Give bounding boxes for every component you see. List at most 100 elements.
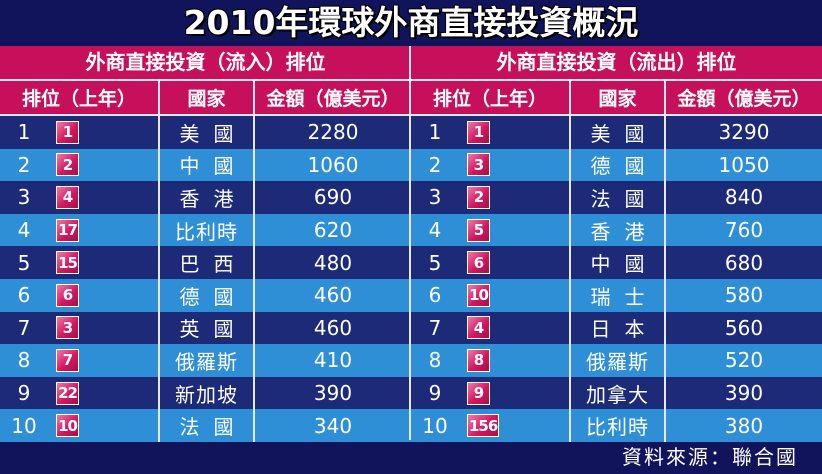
previous-rank-badge: 156 [467, 414, 500, 438]
table-row: 1 1 美國 3290 [411, 116, 822, 149]
table-row: 4 5 香港 760 [411, 213, 822, 247]
rank-cell: 10 156 [411, 409, 571, 442]
amount-cell: 760 [724, 218, 764, 243]
rank-number: 2 [17, 152, 31, 177]
table-row: 8 8 俄羅斯 520 [411, 344, 822, 377]
previous-rank-badge: 5 [467, 218, 490, 242]
amount-cell: 390 [313, 381, 353, 406]
table-row: 2 3 德國 1050 [411, 148, 822, 182]
table-row: 4 17 比利時 620 [0, 213, 411, 247]
amount-cell: 680 [724, 250, 764, 275]
rank-number: 1 [428, 120, 442, 145]
column-header-amount: 金額（億美元） [677, 88, 811, 110]
rank-number: 8 [428, 348, 442, 373]
rank-number: 6 [428, 283, 442, 308]
rank-number: 6 [17, 283, 31, 308]
outflow-section-header: 外商直接投資（流出）排位 [411, 46, 822, 81]
rank-number: 5 [428, 250, 442, 275]
table-row: 6 10 瑞士 580 [411, 278, 822, 312]
country-cell: 香港 [571, 213, 666, 247]
previous-rank-badge: 10 [467, 283, 490, 307]
country-cell: 比利時 [571, 409, 666, 442]
previous-rank-badge: 8 [467, 348, 490, 372]
country-cell: 英國 [160, 311, 255, 345]
previous-rank-badge: 2 [56, 153, 79, 177]
table-row: 6 6 德國 460 [0, 278, 411, 312]
table-row: 10 156 比利時 380 [411, 409, 822, 442]
table-row: 3 2 法國 840 [411, 181, 822, 214]
rank-number: 2 [428, 152, 442, 177]
amount-cell: 1050 [718, 152, 770, 177]
country-cell: 巴西 [160, 246, 255, 279]
rank-cell: 4 17 [0, 213, 160, 247]
previous-rank-badge: 10 [56, 414, 79, 438]
amount-cell: 390 [724, 381, 764, 406]
source-note: 資料來源：聯合國 [622, 445, 798, 469]
previous-rank-badge: 22 [56, 381, 79, 405]
table-row: 8 7 俄羅斯 410 [0, 344, 411, 377]
previous-rank-badge: 6 [56, 283, 79, 307]
amount-cell: 1060 [307, 152, 359, 177]
column-header-country: 國家 [160, 81, 255, 114]
rank-number: 5 [17, 250, 31, 275]
inflow-section-header: 外商直接投資（流入）排位 [0, 46, 411, 81]
previous-rank-badge: 4 [56, 185, 79, 209]
rank-number: 4 [428, 218, 442, 243]
amount-cell: 560 [724, 315, 764, 340]
amount-cell: 460 [313, 315, 353, 340]
column-header-amount: 金額（億美元） [266, 88, 400, 110]
table-row: 7 3 英國 460 [0, 311, 411, 345]
panel-divider [409, 46, 412, 440]
rank-number: 8 [17, 348, 31, 373]
rank-number: 3 [428, 185, 442, 210]
rank-cell: 5 15 [0, 246, 160, 279]
previous-rank-badge: 2 [467, 185, 490, 209]
amount-cell: 620 [313, 218, 353, 243]
rank-number: 10 [422, 413, 448, 438]
rank-number: 7 [428, 315, 442, 340]
previous-rank-badge: 17 [56, 218, 79, 242]
country-cell: 德國 [160, 278, 255, 312]
previous-rank-badge: 1 [56, 120, 79, 144]
outflow-rows: 1 1 美國 3290 2 3 德國 1050 3 2 法國 840 4 5 香港 760 5 6 中國 680 6 10… [411, 116, 822, 442]
previous-rank-badge: 3 [56, 316, 79, 340]
table-row: 5 6 中國 680 [411, 246, 822, 279]
rank-number: 3 [17, 185, 31, 210]
table-row: 1 1 美國 2280 [0, 116, 411, 149]
amount-cell: 520 [724, 348, 764, 373]
amount-cell: 580 [724, 283, 764, 308]
rank-number: 9 [428, 381, 442, 406]
rank-cell: 10 10 [0, 409, 160, 442]
page-title: 2010年環球外商直接投資概況 [183, 3, 639, 42]
country-cell: 中國 [571, 246, 666, 279]
table-row: 9 9 加拿大 390 [411, 376, 822, 410]
amount-cell: 340 [313, 413, 353, 438]
rank-number: 1 [17, 120, 31, 145]
country-cell: 俄羅斯 [160, 344, 255, 377]
amount-cell: 840 [724, 185, 764, 210]
previous-rank-badge: 9 [467, 381, 490, 405]
column-header-rank: 排位（上年） [0, 81, 160, 114]
table-row: 5 15 巴西 480 [0, 246, 411, 279]
column-header-rank: 排位（上年） [411, 81, 571, 114]
country-cell: 俄羅斯 [571, 344, 666, 377]
outflow-table: 外商直接投資（流出）排位 排位（上年） 國家 金額（億美元） 1 1 美國 3290 2… [411, 46, 822, 442]
table-row: 7 4 日本 560 [411, 311, 822, 345]
amount-cell: 3290 [718, 120, 770, 145]
amount-cell: 480 [313, 250, 353, 275]
rank-number: 4 [17, 218, 31, 243]
country-cell: 法國 [571, 181, 666, 214]
rank-cell: 6 10 [411, 278, 571, 312]
